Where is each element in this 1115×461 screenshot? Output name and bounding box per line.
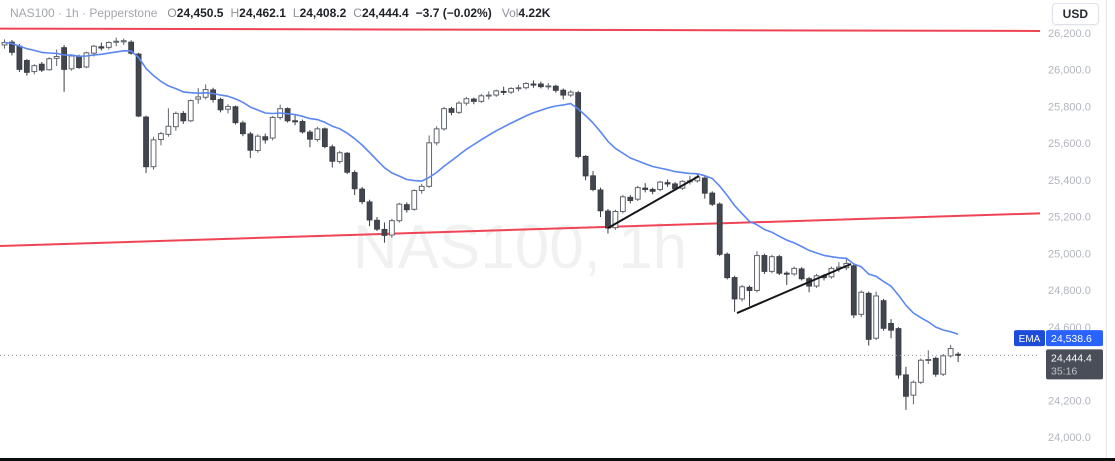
price-axis-label: 24,200.0 xyxy=(1048,395,1091,407)
symbol-title[interactable]: NAS100 · 1h · Pepperstone xyxy=(10,6,158,20)
red-trendline-1[interactable] xyxy=(0,27,1041,32)
resistance-lines[interactable] xyxy=(0,27,1041,248)
price-axis-label: 25,000.0 xyxy=(1048,248,1091,260)
watermark: NAS100, 1h xyxy=(353,213,687,282)
price-axis-label: 24,800.0 xyxy=(1048,285,1091,297)
change-value: −3.7 (−0.02%) xyxy=(415,6,492,20)
price-axis-label: 26,000.0 xyxy=(1048,65,1091,77)
ema-line[interactable] xyxy=(4,41,959,335)
close-value: 24,444.4 xyxy=(361,6,409,20)
current-price-value: 24,444.4 xyxy=(1051,352,1092,364)
black-trendline-2[interactable] xyxy=(736,263,852,314)
current-price-badge: 24,444.435:16 xyxy=(1046,349,1103,380)
price-axis-label: 25,600.0 xyxy=(1048,138,1091,150)
price-axis-label: 26,200.0 xyxy=(1048,28,1091,40)
drawn-trendlines[interactable] xyxy=(607,175,852,314)
window-bottom-border xyxy=(0,458,1115,461)
low-label: L xyxy=(292,6,300,20)
red-trendline-2[interactable] xyxy=(0,212,1041,248)
price-axis-label: 25,400.0 xyxy=(1048,175,1091,187)
ema-price-badge: EMA 24,538.6 xyxy=(1014,330,1103,347)
price-axis[interactable]: 26,200.0 26,000.0 25,800.0 25,600.0 25,400.0… xyxy=(1048,28,1091,444)
low-value: 24,408.2 xyxy=(299,6,347,20)
price-axis-label: 25,200.0 xyxy=(1048,212,1091,224)
black-trendline-1[interactable] xyxy=(607,175,700,229)
ema-badge-value: 24,538.6 xyxy=(1051,333,1092,345)
volume-value: 4.22K xyxy=(518,6,551,20)
ema-badge-label: EMA xyxy=(1019,334,1041,345)
high-label: H xyxy=(230,6,240,20)
currency-toggle[interactable]: USD xyxy=(1051,3,1099,25)
open-label: O xyxy=(167,6,177,20)
bar-countdown: 35:16 xyxy=(1051,365,1077,377)
high-value: 24,462.1 xyxy=(239,6,286,20)
symbol-info-bar: NAS100 · 1h · Pepperstone O 24,450.5 H 24,… xyxy=(0,0,1037,26)
price-axis-label: 25,800.0 xyxy=(1048,101,1091,113)
window-right-border xyxy=(1106,0,1107,458)
price-axis-label: 24,000.0 xyxy=(1048,432,1091,444)
volume-label: Vol xyxy=(501,6,519,20)
close-label: C xyxy=(353,6,362,20)
open-value: 24,450.5 xyxy=(176,6,224,20)
